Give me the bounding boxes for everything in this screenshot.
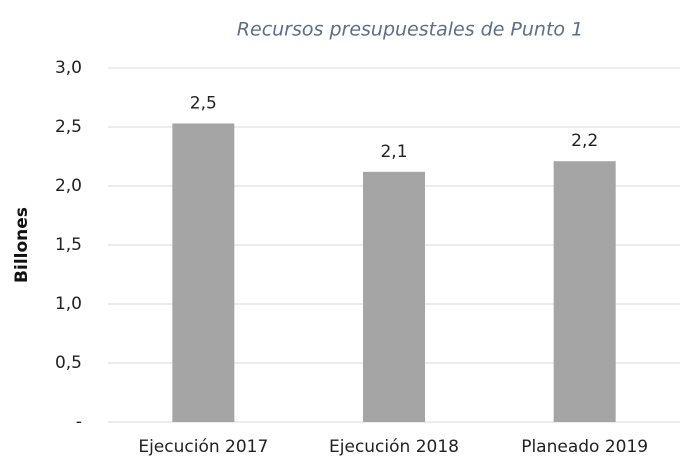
bar [553, 161, 616, 422]
x-tick-label: Planeado 2019 [521, 437, 648, 457]
y-tick-label: 1,5 [55, 235, 82, 255]
x-tick-label: Ejecución 2018 [329, 437, 459, 457]
y-tick-label: 2,5 [55, 117, 82, 137]
y-axis-label: Billones [12, 207, 32, 283]
data-label: 2,2 [571, 131, 598, 151]
y-tick-label: 3,0 [55, 58, 82, 78]
y-tick-label: 2,0 [55, 176, 82, 196]
data-label: 2,5 [190, 93, 217, 113]
bar [363, 171, 425, 422]
y-tick-label: - [76, 412, 82, 432]
chart-title: Recursos presupuestales de Punto 1 [237, 19, 583, 41]
x-tick-label: Ejecución 2017 [138, 437, 268, 457]
y-tick-label: 0,5 [55, 353, 82, 373]
y-tick-label: 1,0 [55, 294, 82, 314]
data-label: 2,1 [380, 142, 407, 162]
bar [172, 123, 235, 423]
